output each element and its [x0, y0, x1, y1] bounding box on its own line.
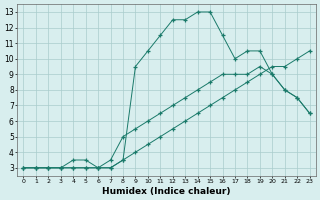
X-axis label: Humidex (Indice chaleur): Humidex (Indice chaleur) [102, 187, 231, 196]
